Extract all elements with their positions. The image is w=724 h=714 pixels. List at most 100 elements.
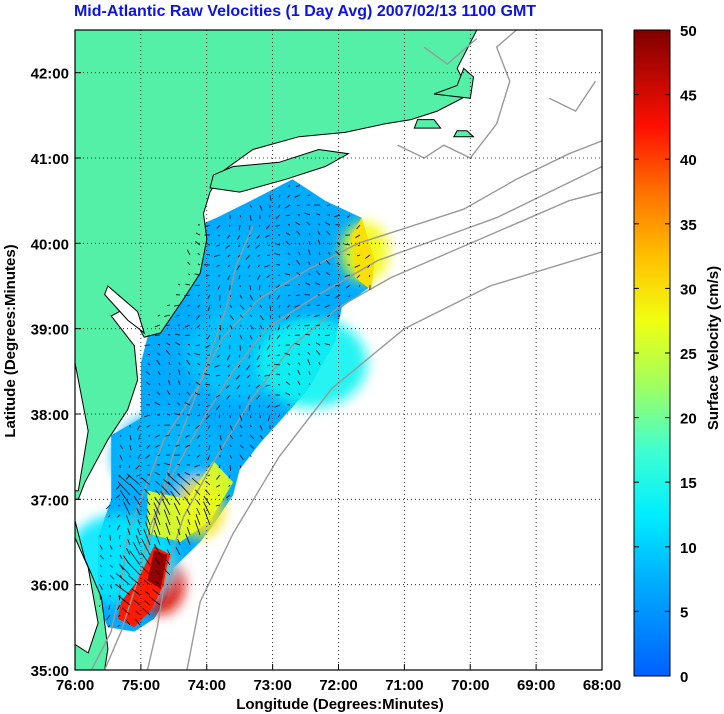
y-tick-label: 39:00 — [31, 322, 69, 339]
velocity-vector — [215, 394, 221, 398]
bathymetry-contour-3 — [146, 191, 602, 670]
velocity-vector — [106, 614, 111, 621]
velocity-vector — [266, 344, 271, 350]
velocity-vector — [109, 544, 113, 550]
velocity-vector — [146, 499, 151, 506]
velocity-vector — [186, 391, 191, 396]
velocity-vector — [141, 566, 151, 576]
velocity-vector — [266, 254, 271, 256]
velocity-vector — [175, 334, 181, 336]
x-tick-label: 68:00 — [583, 677, 621, 694]
velocity-vector — [208, 324, 211, 328]
velocity-vector — [307, 314, 311, 317]
velocity-vector — [239, 334, 243, 340]
velocity-vector — [154, 543, 161, 556]
velocity-vector — [229, 444, 232, 447]
velocity-vector — [168, 379, 171, 386]
velocity-vector — [307, 194, 311, 196]
velocity-vector — [177, 463, 181, 466]
velocity-vector — [123, 501, 131, 516]
land-delaware-bay — [104, 285, 146, 335]
velocity-vector — [176, 516, 181, 526]
velocity-vector — [258, 224, 261, 228]
velocity-vector — [239, 464, 242, 468]
velocity-vector — [216, 224, 221, 229]
velocity-vector — [196, 434, 201, 439]
velocity-vector — [157, 352, 161, 356]
x-axis-ticks: 76:00 75:00 74:00 73:00 72:00 71:00 70:00 69:00… — [56, 664, 621, 694]
velocity-vector — [174, 304, 181, 307]
velocity-vector — [196, 507, 201, 516]
velocity-vector — [207, 464, 211, 468]
velocity-vector — [249, 214, 252, 221]
velocity-vector — [163, 509, 171, 526]
velocity-vector — [274, 363, 281, 366]
velocity-vector — [249, 434, 255, 439]
velocity-vector — [218, 344, 221, 348]
velocity-vector — [249, 304, 253, 308]
velocity-vector — [128, 575, 141, 586]
velocity-vector — [164, 462, 171, 466]
velocity-vector — [259, 204, 263, 211]
velocity-vector — [208, 314, 211, 319]
velocity-vector — [258, 344, 261, 350]
velocity-vector — [278, 304, 281, 308]
velocity-vector — [137, 527, 141, 536]
velocity-vector — [135, 619, 141, 626]
velocity-vector — [203, 495, 211, 506]
land-pamlico-sound — [75, 537, 99, 654]
velocity-vector — [155, 489, 161, 496]
velocity-vector — [318, 262, 321, 266]
velocity-vector — [99, 574, 103, 578]
land-nantucket — [452, 130, 475, 138]
velocity-vector — [239, 214, 241, 218]
velocity-vector — [156, 391, 161, 396]
velocity-vector — [176, 473, 191, 486]
velocity-vector — [160, 490, 171, 506]
velocity-vector — [298, 362, 301, 366]
velocity-vector — [269, 294, 271, 300]
velocity-vector — [146, 508, 151, 516]
x-axis-label: Longitude (Degrees:Minutes) — [236, 696, 444, 713]
velocity-vector — [135, 534, 141, 546]
velocity-vector — [316, 342, 321, 346]
velocity-vector — [315, 324, 321, 327]
velocity-vector — [144, 591, 151, 596]
velocity-vector — [177, 352, 181, 356]
velocity-vector — [155, 434, 161, 438]
velocity-vector — [249, 294, 254, 301]
velocity-vector — [249, 314, 253, 318]
velocity-vector — [178, 392, 181, 396]
velocity-vector — [145, 521, 151, 536]
velocity-vector — [267, 244, 271, 246]
velocity-vector — [226, 234, 231, 239]
velocity-vector — [125, 619, 131, 626]
velocity-vector — [347, 214, 351, 218]
velocity-vector — [249, 414, 252, 419]
velocity-vector — [316, 213, 321, 216]
velocity-vector — [187, 371, 191, 376]
velocity-vector — [238, 224, 241, 231]
velocity-vector — [216, 244, 221, 247]
y-tick-label: 37:00 — [31, 492, 69, 509]
velocity-vector — [109, 564, 113, 568]
velocity-vector — [177, 539, 181, 546]
colorbar-tick-label: 20 — [680, 411, 697, 428]
velocity-vector — [184, 334, 191, 336]
velocity-vector — [194, 353, 201, 356]
y-tick-label: 38:00 — [31, 407, 69, 424]
velocity-vector — [185, 533, 191, 546]
bathymetry-contour-4 — [186, 251, 602, 670]
velocity-vector — [294, 194, 301, 198]
velocity-vector — [326, 314, 331, 317]
velocity-vector — [297, 284, 301, 286]
velocity-vector — [336, 242, 341, 246]
velocity-vector — [268, 334, 271, 341]
velocity-vector — [219, 434, 222, 441]
velocity-vector — [335, 284, 341, 287]
velocity-vector — [166, 342, 171, 346]
velocity-vector — [187, 454, 191, 456]
velocity-vector — [144, 600, 151, 606]
velocity-vector — [146, 381, 151, 386]
